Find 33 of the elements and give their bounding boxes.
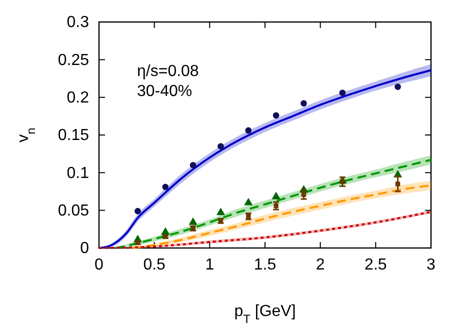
point bbox=[394, 84, 401, 90]
y-tick-label: 0.3 bbox=[66, 14, 90, 32]
x-axis-title: p$_{T}$ [GeV] bbox=[234, 303, 296, 324]
x-tick-label: 3 bbox=[426, 256, 436, 274]
x-tick-label: 1.5 bbox=[254, 256, 276, 274]
point bbox=[218, 143, 224, 150]
point bbox=[190, 162, 196, 168]
point bbox=[272, 112, 280, 119]
x-tick-label: 0 bbox=[94, 256, 104, 274]
y-tick-label: 0 bbox=[80, 240, 90, 258]
annotation: 30-40% bbox=[137, 83, 192, 100]
point bbox=[272, 192, 280, 200]
y-tick-label: 0.2 bbox=[66, 89, 90, 106]
point bbox=[162, 184, 169, 190]
y-tick-label: 0.25 bbox=[58, 52, 90, 69]
x-tick-label: 1 bbox=[205, 256, 214, 274]
x-tick-label: 2.5 bbox=[364, 256, 387, 274]
y-tick-label: 0.05 bbox=[58, 202, 90, 220]
point bbox=[134, 208, 141, 214]
point bbox=[244, 198, 253, 206]
point bbox=[301, 192, 306, 197]
x-tick-label: 0.5 bbox=[143, 256, 166, 274]
point bbox=[395, 182, 400, 186]
point bbox=[161, 227, 170, 235]
y-tick-label: 0.15 bbox=[58, 127, 90, 144]
annotation: η/s=0.08 bbox=[137, 63, 199, 80]
point bbox=[300, 100, 307, 107]
y-tick-label: 0.1 bbox=[66, 164, 90, 182]
point bbox=[339, 90, 346, 96]
point bbox=[216, 208, 226, 216]
point bbox=[188, 217, 198, 225]
x-tick-label: 2 bbox=[316, 256, 325, 274]
point bbox=[245, 127, 252, 134]
